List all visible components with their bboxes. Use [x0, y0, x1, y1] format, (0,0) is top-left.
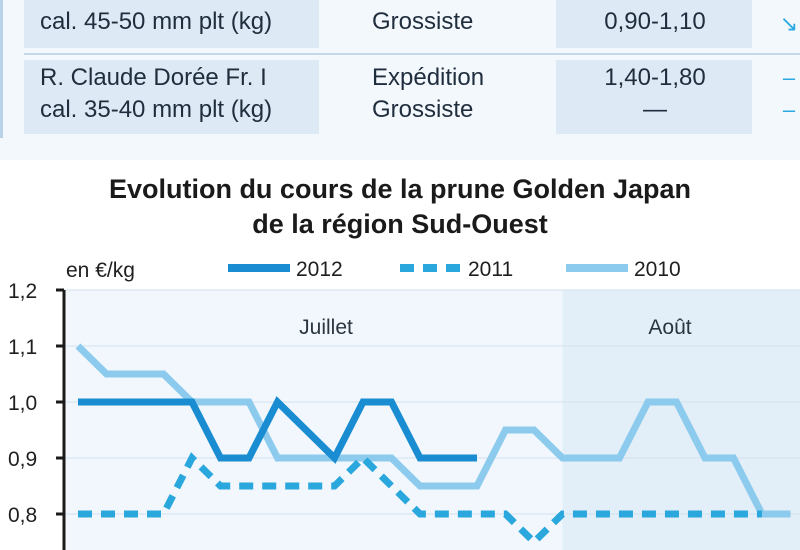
trend-stable-icon: –	[782, 97, 796, 122]
period-background-juillet	[64, 290, 563, 550]
y-tick-label: 1,2	[8, 280, 37, 303]
legend-label-2012: 2012	[296, 258, 343, 281]
chart-title: Evolution du cours de la prune Golden Ja…	[0, 172, 800, 242]
product-name: R. Claude Dorée Fr. I	[40, 64, 267, 91]
product-cell-bg	[24, 60, 319, 134]
product-caliber: cal. 35-40 mm plt (kg)	[40, 96, 273, 123]
period-label: Juillet	[299, 316, 353, 339]
price-range: 1,40-1,80	[604, 64, 706, 91]
y-axis-unit-label: en €/kg	[66, 259, 135, 282]
trend-down-icon: ↘	[779, 11, 799, 36]
y-tick-label: 1,0	[8, 392, 37, 415]
table-row: cal. 45-50 mm plt (kg) Grossiste 0,90-1,…	[24, 0, 800, 48]
legend-label-2010: 2010	[634, 258, 681, 281]
price-range: —	[643, 96, 667, 123]
price-cell-bg	[556, 0, 752, 48]
period-label: Août	[648, 316, 691, 339]
price-range: 0,90-1,10	[604, 8, 706, 35]
y-tick-label: 0,8	[8, 504, 37, 527]
product-cell-bg	[24, 0, 319, 48]
chart-title-line1: Evolution du cours de la prune Golden Ja…	[108, 174, 692, 204]
legend-label-2011: 2011	[468, 258, 513, 281]
price-cell-bg	[556, 60, 752, 134]
stage-label: Expédition	[372, 64, 485, 91]
price-table: cal. 45-50 mm plt (kg) Grossiste 0,90-1,…	[0, 0, 800, 160]
stage-label: Grossiste	[372, 96, 474, 123]
series-line-2010	[75, 343, 791, 518]
table-left-rule	[0, 0, 3, 138]
y-tick-label: 1,1	[8, 336, 37, 359]
product-caliber: cal. 45-50 mm plt (kg)	[40, 8, 273, 35]
trend-stable-icon: –	[782, 65, 796, 90]
stage-label: Grossiste	[372, 8, 474, 35]
y-tick-label: 0,9	[8, 448, 37, 471]
table-row: R. Claude Dorée Fr. I cal. 35-40 mm plt …	[24, 60, 800, 134]
chart-title-line2: de la région Sud-Ouest	[252, 209, 548, 239]
row-divider	[24, 53, 800, 55]
